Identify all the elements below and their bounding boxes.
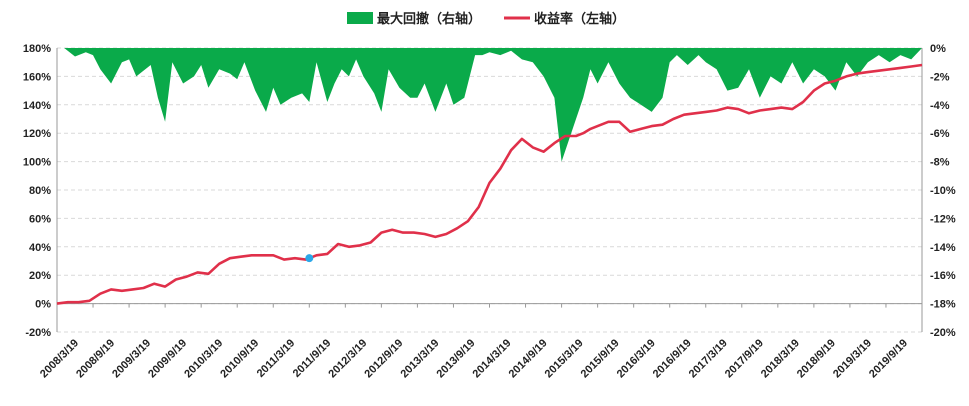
left-tick-label: 120% [23, 128, 51, 140]
right-tick-label: -4% [930, 100, 950, 112]
axes [56, 48, 923, 332]
right-tick-label: -16% [930, 270, 956, 282]
legend-drawdown-swatch [347, 12, 373, 24]
left-tick-label: 20% [29, 270, 51, 282]
x-tick-label: 2016/9/19 [651, 337, 694, 380]
left-tick-label: 0% [35, 299, 51, 311]
left-tick-label: 40% [29, 242, 51, 254]
x-tick-label: 2017/3/19 [687, 337, 730, 380]
x-tick-label: 2008/3/19 [38, 337, 81, 380]
left-tick-label: 160% [23, 71, 51, 83]
x-tick-label: 2017/9/19 [723, 337, 766, 380]
drawdown-area [57, 48, 922, 162]
x-tick-label: 2013/3/19 [398, 337, 441, 380]
left-tick-label: 180% [23, 43, 51, 55]
x-tick-label: 2009/9/19 [146, 337, 189, 380]
x-tick-label: 2014/9/19 [507, 337, 550, 380]
return-line [56, 63, 923, 305]
return-series [56, 63, 923, 305]
x-tick-label: 2016/3/19 [615, 337, 658, 380]
right-tick-label: -10% [930, 185, 956, 197]
x-axis-ticks: 2008/3/192008/9/192009/3/192009/9/192010… [38, 337, 910, 380]
right-tick-label: -14% [930, 242, 956, 254]
x-tick-label: 2013/9/19 [435, 337, 478, 380]
x-tick-label: 2011/3/19 [255, 337, 298, 380]
left-tick-label: -20% [25, 327, 51, 339]
legend-return-label: 收益率（左轴） [534, 11, 625, 26]
grid-lines [57, 47, 922, 333]
x-tick-label: 2012/9/19 [362, 337, 405, 380]
left-tick-label: 60% [29, 213, 51, 225]
x-tick-label: 2015/9/19 [579, 337, 622, 380]
x-tick-label: 2015/3/19 [543, 337, 586, 380]
x-tick-label: 2018/3/19 [759, 337, 802, 380]
right-tick-label: -2% [930, 71, 950, 83]
right-tick-label: -20% [930, 327, 956, 339]
x-tick-label: 2019/3/19 [831, 337, 874, 380]
right-tick-label: -18% [930, 299, 956, 311]
x-tick-label: 2009/3/19 [110, 337, 153, 380]
left-axis-ticks: -20% 0% 20% 40% 60% 80% 100% 120% 140% 160% 180% [23, 43, 51, 339]
legend-drawdown-label: 最大回撤（右轴） [377, 11, 481, 26]
left-tick-label: 80% [29, 185, 51, 197]
left-tick-label: 100% [23, 157, 51, 169]
chart-legend: 最大回撤（右轴） 收益率（左轴） [347, 11, 625, 26]
x-tick-label: 2010/9/19 [218, 337, 261, 380]
left-tick-label: 140% [23, 100, 51, 112]
right-tick-label: -12% [930, 213, 956, 225]
x-tick-label: 2008/9/19 [74, 337, 117, 380]
drawdown-series [57, 48, 922, 162]
right-axis-ticks: 0% -2% -4% -6% -8% -10% -12% -14% -16% -18% -20% [930, 43, 956, 339]
right-tick-label: -6% [930, 128, 950, 140]
x-tick-label: 2010/3/19 [182, 337, 225, 380]
right-tick-label: 0% [930, 43, 946, 55]
highlight-marker [305, 254, 314, 263]
right-tick-label: -8% [930, 157, 950, 169]
x-tick-label: 2012/3/19 [326, 337, 369, 380]
x-tick-label: 2019/9/19 [867, 337, 910, 380]
x-tick-label: 2018/9/19 [795, 337, 838, 380]
x-tick-label: 2014/3/19 [471, 337, 514, 380]
